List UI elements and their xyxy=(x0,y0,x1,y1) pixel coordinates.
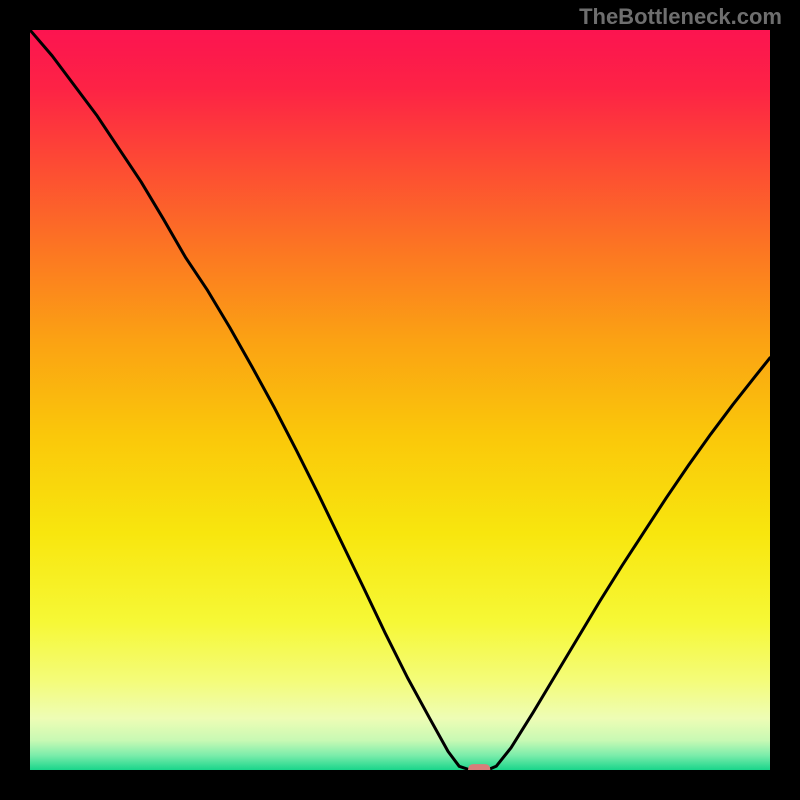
bottleneck-chart xyxy=(30,30,770,770)
chart-svg xyxy=(30,30,770,770)
optimal-marker xyxy=(468,764,490,770)
chart-background xyxy=(30,30,770,770)
watermark-label: TheBottleneck.com xyxy=(579,4,782,30)
